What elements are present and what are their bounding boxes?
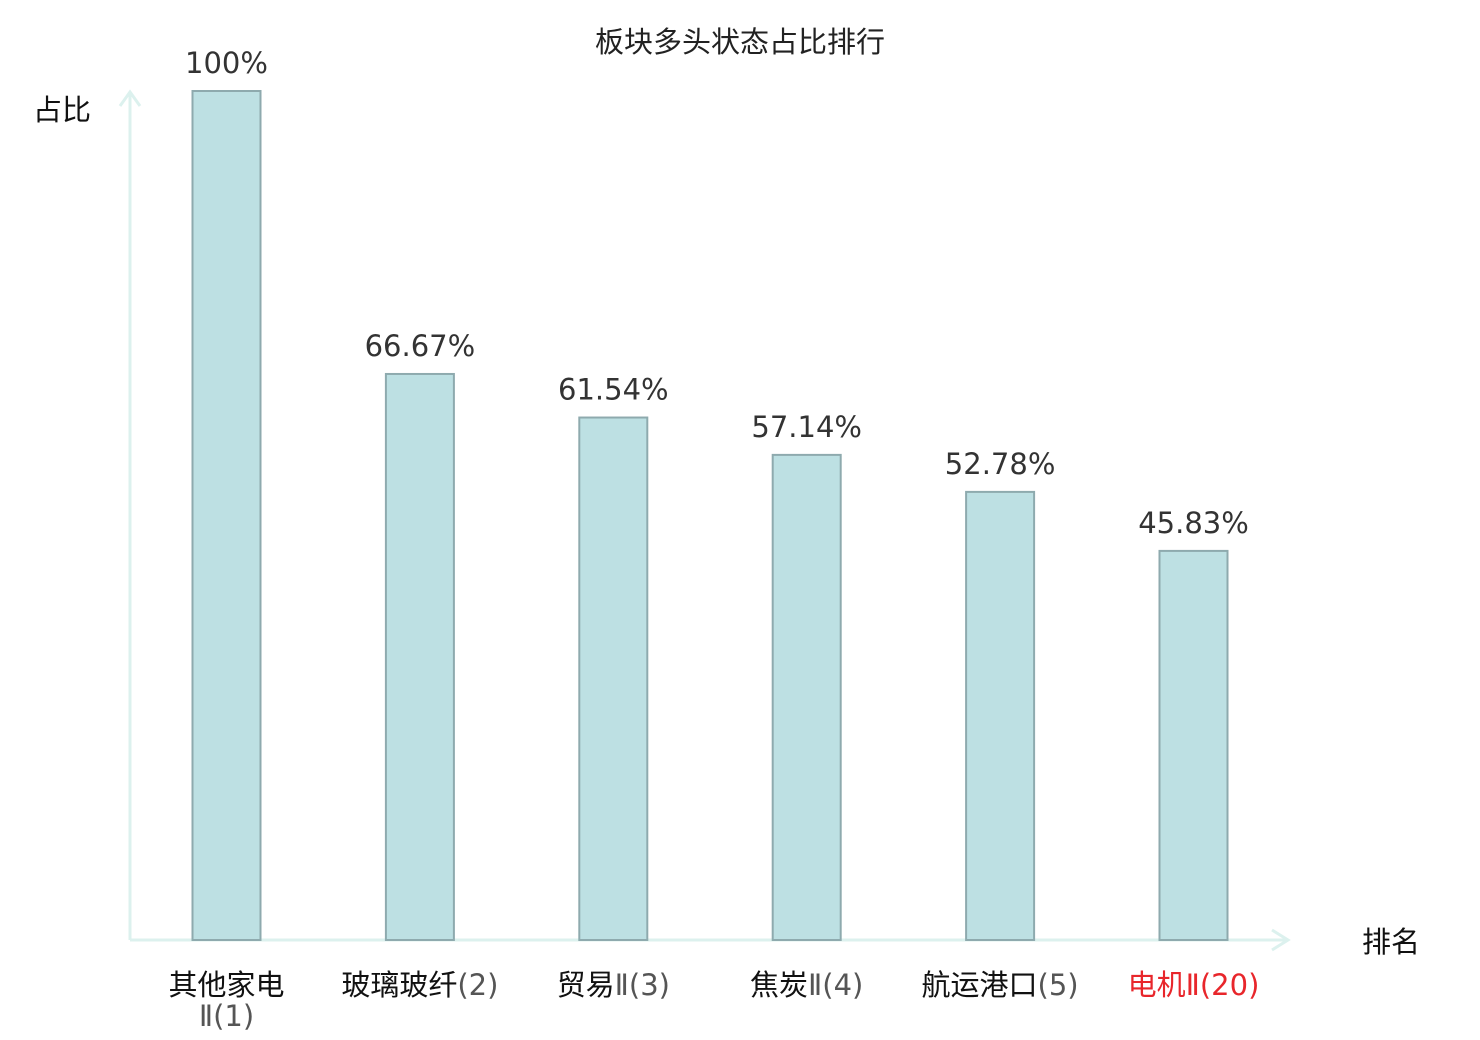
y-axis-arrow-icon [118,89,142,107]
bar-3 [578,416,649,941]
value-labels-group: 100% 66.67% 61.54% 57.14% 52.78% 45.83% [185,46,1249,540]
svg-text:其他家电: 其他家电 [168,968,284,1002]
chart-title: 板块多头状态占比排行 [595,25,885,59]
category-label-2: 玻璃玻纤(2) [341,968,498,1002]
svg-text:航运港口(5): 航运港口(5) [922,968,1079,1002]
x-axis-arrow-icon [1271,928,1291,952]
svg-text:贸易Ⅱ(3): 贸易Ⅱ(3) [557,968,670,1002]
svg-text:玻璃玻纤(2): 玻璃玻纤(2) [341,968,498,1002]
data-label-3: 61.54% [558,373,669,407]
x-axis-label: 排名 [1362,925,1420,959]
bars-group [191,90,1229,942]
category-label-3: 贸易Ⅱ(3) [557,968,670,1002]
data-label-5: 52.78% [945,447,1056,481]
bar-4 [771,453,842,941]
svg-text:Ⅱ(1): Ⅱ(1) [199,999,254,1033]
category-label-5: 航运港口(5) [922,968,1079,1002]
bar-2 [384,372,455,942]
svg-text:焦炭Ⅱ(4): 焦炭Ⅱ(4) [750,968,863,1002]
data-label-6: 45.83% [1138,506,1249,540]
category-label-4: 焦炭Ⅱ(4) [750,968,863,1002]
data-label-2: 66.67% [365,329,476,363]
svg-text:电机Ⅱ(20): 电机Ⅱ(20) [1128,968,1260,1002]
data-label-4: 57.14% [751,410,862,444]
data-label-1: 100% [185,46,268,80]
category-label-6: 电机Ⅱ(20) [1128,968,1260,1002]
bar-6 [1158,549,1229,942]
y-axis-label: 占比 [33,93,91,127]
bar-1 [191,90,262,941]
axes [118,89,1291,952]
bar-5 [965,490,1036,941]
